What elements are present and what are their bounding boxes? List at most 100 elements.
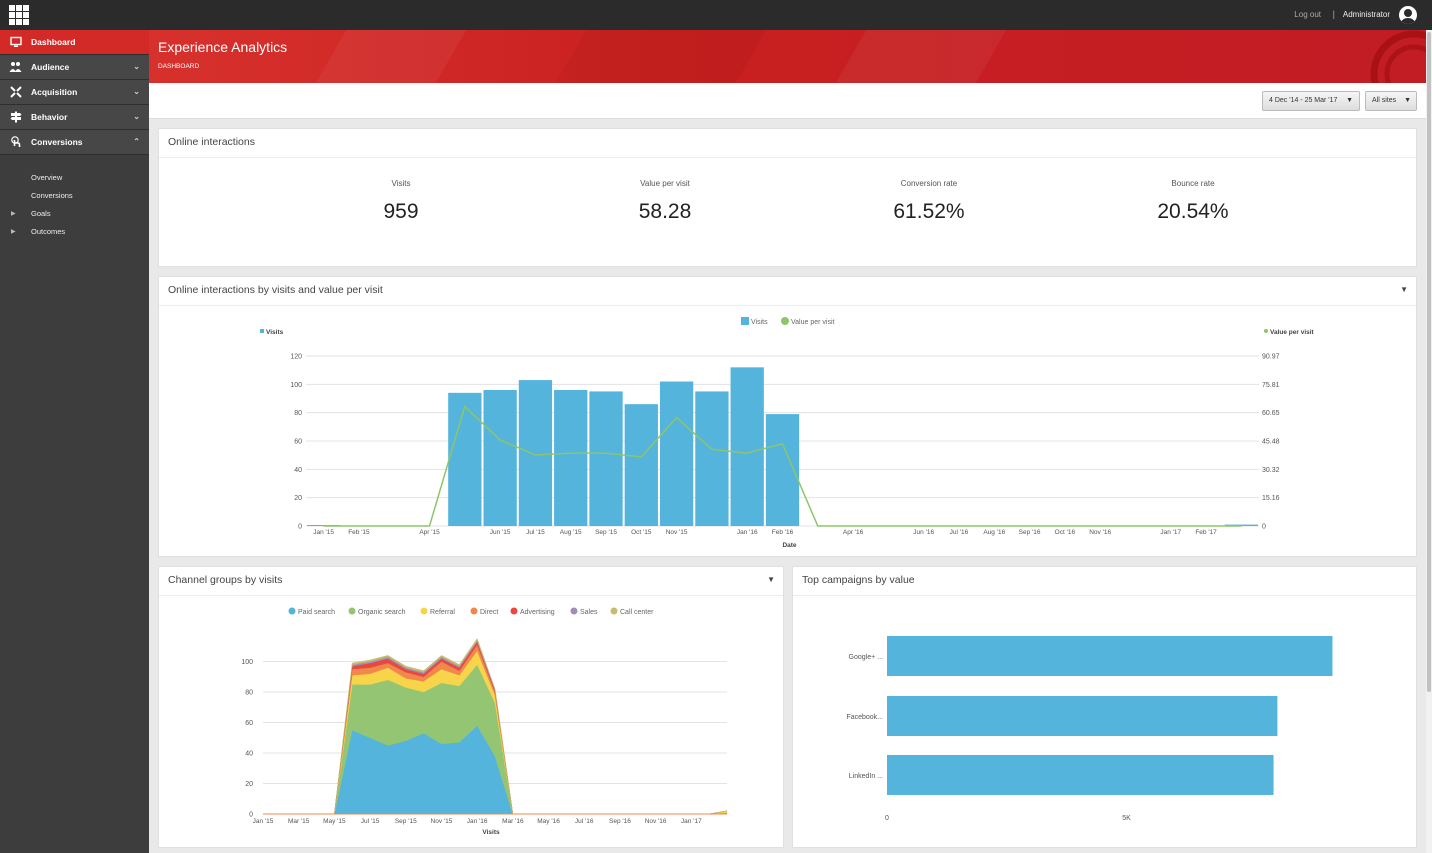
sidebar-subitem-label: Conversions [31,191,73,200]
y-left-tick-label: 20 [294,495,302,502]
panel-divider [793,595,1416,596]
sidebar-item-behavior[interactable]: Behavior ⌄ [0,105,149,130]
x-tick-label: Sep '16 [1019,529,1041,536]
legend-swatch [610,607,618,615]
chevron-down-icon[interactable]: ⌄ [133,62,140,71]
kpi-label: Value per visit [640,179,690,188]
y-right-tick-label: 30.32 [1262,467,1280,474]
legend-label: Sales [580,609,598,616]
area-series-call-center [263,638,728,815]
campaign-bar [887,755,1274,795]
visits-bar [554,390,588,526]
top-campaigns-chart: Google+ ... Facebook... LinkedIn ... 0 5K [846,636,1333,822]
x-tick-label: Nov '16 [645,818,667,825]
date-range-dropdown[interactable]: 4 Dec '14 - 25 Mar '17 ▼ [1262,91,1360,111]
visits-bar [589,391,623,526]
launchpad-grid-icon[interactable] [9,5,29,25]
x-tick-label: Jul '15 [526,529,545,536]
panel-menu-caret-icon[interactable]: ▼ [767,575,775,584]
caret-down-icon: ▼ [1346,97,1353,104]
x-tick-label: May '16 [537,818,560,825]
y-left-tick-label: 80 [294,410,302,417]
page-scrollbar[interactable] [1426,30,1432,853]
user-avatar-icon[interactable] [1399,6,1417,24]
visits-value-chart: 0 20 40 60 80 100 120 0 15.16 30.32 45.48 60.65 75.8… [260,317,1315,549]
x-tick-label: Feb '16 [772,529,794,536]
legend-swatch [570,607,578,615]
header-decoration [305,30,473,83]
x-tick-label: Jan '16 [737,529,758,536]
kpi-label: Bounce rate [1171,179,1215,188]
y-tick-label: 0 [249,812,253,819]
kpi-visits: Visits 959 [301,179,501,224]
user-name[interactable]: Administrator [1342,10,1390,19]
kpi-value-per-visit: Value per visit 58.28 [565,179,765,224]
header-decoration [545,30,773,83]
sidebar-item-label: Dashboard [31,37,76,47]
visits-bar [624,404,658,526]
sidebar-item-acquisition[interactable]: Acquisition ⌄ [0,80,149,105]
logout-link[interactable]: Log out [1294,10,1321,19]
header-decoration [825,30,1013,83]
x-tick-label: Jul '15 [361,818,380,825]
x-tick-label: Mar '15 [288,818,310,825]
chevron-down-icon[interactable]: ⌄ [133,112,140,121]
x-tick-label: Jan '15 [313,529,334,536]
online-interactions-panel: Online interactions Visits 959 Value per… [158,128,1417,267]
chevron-down-icon[interactable]: ⌄ [133,87,140,96]
sidebar: Dashboard Audience ⌄ Acquisition ⌄ Behav… [0,30,149,853]
panel-divider [159,595,783,596]
x-tick-label: Jul '16 [575,818,594,825]
x-tick-label: Mar '16 [502,818,524,825]
x-tick-label: Oct '16 [1055,529,1076,536]
sidebar-subitem-label: Goals [31,209,51,218]
x-tick-label: Feb '15 [348,529,370,536]
scrollbar-thumb[interactable] [1427,32,1431,692]
y-right-axis-swatch [1264,329,1268,333]
y-right-tick-label: 0 [1262,524,1266,531]
visits-value-chart-panel: Online interactions by visits and value … [158,276,1417,557]
panel-menu-caret-icon[interactable]: ▼ [1400,285,1408,294]
y-tick-label: 20 [245,781,253,788]
visits-bar [483,390,517,526]
x-tick-label: Apr '16 [843,529,864,536]
sidebar-subitem-goals[interactable]: ▶ Goals [0,205,149,223]
expand-arrow-icon[interactable]: ▶ [11,211,16,217]
x-tick-label: Feb '17 [1195,529,1217,536]
sidebar-item-label: Acquisition [31,87,78,97]
legend-swatch [470,607,478,615]
value-per-visit-line [323,405,1242,527]
x-tick-label: Nov '15 [666,529,688,536]
sidebar-subitem-overview[interactable]: Overview [0,169,149,187]
campaign-bar [887,636,1333,676]
y-tick-label: 60 [245,720,253,727]
sidebar-item-conversions[interactable]: Conversions ⌃ [0,130,149,155]
panel-title: Online interactions by visits and value … [168,284,383,296]
breadcrumb[interactable]: DASHBOARD [158,63,200,70]
x-tick-label: Jun '16 [913,529,934,536]
sites-dropdown[interactable]: All sites ▼ [1365,91,1417,111]
y-left-tick-label: 120 [290,354,302,361]
visits-bar [695,391,729,526]
chevron-up-icon[interactable]: ⌃ [133,137,140,146]
sidebar-subitem-outcomes[interactable]: ▶ Outcomes [0,223,149,241]
y-tick-label: 80 [245,690,253,697]
x-tick-label: Nov '16 [1089,529,1111,536]
panel-title: Top campaigns by value [802,574,915,586]
x-tick-label: Oct '15 [631,529,652,536]
x-tick-label: Jan '15 [253,818,274,825]
y-tick-label: 40 [245,751,253,758]
x-tick-label: 5K [1122,815,1131,822]
date-range-value: 4 Dec '14 - 25 Mar '17 [1269,97,1338,104]
y-left-axis-title: Visits [266,329,284,336]
sidebar-item-audience[interactable]: Audience ⌄ [0,55,149,80]
x-tick-label: Aug '16 [983,529,1005,536]
x-tick-label: Jan '17 [681,818,702,825]
sidebar-subitem-conversions[interactable]: Conversions [0,187,149,205]
brand-swirl-icon [1370,30,1426,83]
y-right-tick-label: 75.81 [1262,382,1280,389]
expand-arrow-icon[interactable]: ▶ [11,229,16,235]
sidebar-item-dashboard[interactable]: Dashboard [0,30,149,55]
legend-swatch-visits [741,317,749,325]
top-bar: Log out | Administrator [0,0,1432,30]
